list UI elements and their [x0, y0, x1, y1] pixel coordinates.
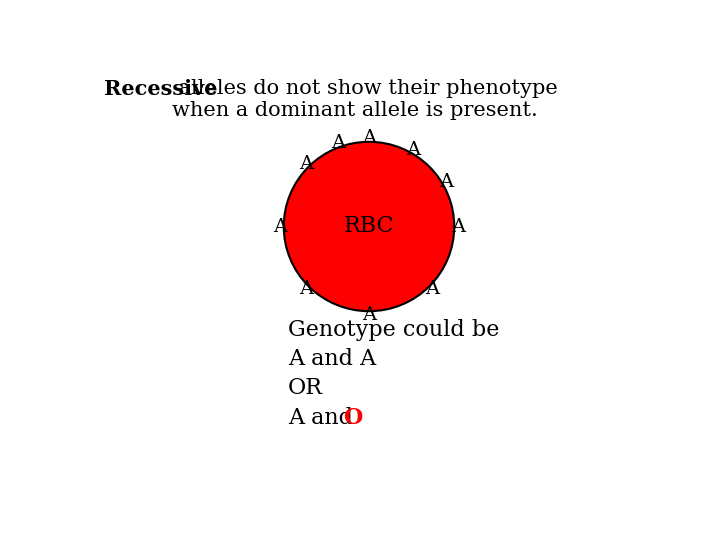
Text: OR: OR: [287, 377, 323, 400]
Text: A and A: A and A: [287, 348, 376, 370]
Text: A: A: [407, 141, 420, 159]
Text: A: A: [299, 280, 313, 298]
Text: A: A: [425, 280, 439, 298]
Text: A: A: [362, 129, 376, 147]
Text: A: A: [299, 155, 313, 173]
Text: A: A: [439, 173, 454, 191]
Text: A: A: [273, 218, 287, 235]
Text: A: A: [331, 134, 346, 152]
Text: A and: A and: [287, 407, 360, 429]
Text: Genotype could be: Genotype could be: [287, 319, 499, 341]
Text: A: A: [451, 218, 465, 235]
Circle shape: [284, 142, 454, 311]
Text: RBC: RBC: [343, 215, 395, 238]
Text: A: A: [362, 306, 376, 324]
Text: Recessive: Recessive: [104, 79, 217, 99]
Text: O: O: [343, 407, 363, 429]
Text: alleles do not show their phenotype
when a dominant allele is present.: alleles do not show their phenotype when…: [172, 79, 558, 120]
